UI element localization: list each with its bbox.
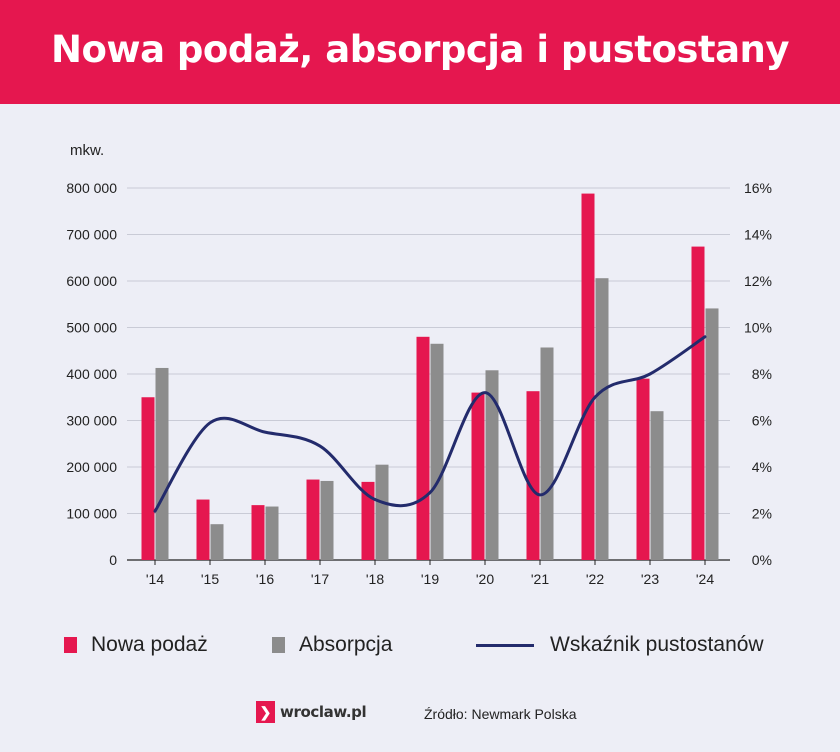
bar-absorption [595,278,609,560]
bar-absorption [320,480,334,560]
bar-absorption [265,506,279,560]
left-tick-label: 100 000 [66,506,117,522]
bar-supply [251,505,265,560]
left-tick-label: 400 000 [66,366,117,382]
x-tick-label: '22 [586,571,604,587]
wroclaw-logo: ❯ wroclaw.pl [256,701,367,723]
bar-supply [196,499,210,560]
bar-absorption [155,367,169,560]
legend-swatch-vacancy [476,643,534,647]
vacancy-rate-line [153,335,707,513]
left-tick-label: 500 000 [66,320,117,336]
legend-item-absorption: Absorpcja [272,633,392,657]
page-title: Nowa podaż, absorpcja i pustostany [51,28,790,71]
x-tick-label: '19 [421,571,439,587]
bar-supply [306,479,320,560]
right-tick-label: 14% [744,227,772,243]
legend-label-absorption: Absorpcja [299,633,393,656]
x-tick-label: '18 [366,571,384,587]
left-tick-label: 800 000 [66,180,117,196]
y-axis-unit-label: mkw. [70,142,105,159]
left-tick-label: 300 000 [66,413,117,429]
source-note: Źródło: Newmark Polska [424,706,577,722]
bar-absorption [210,524,224,560]
right-tick-label: 2% [752,506,772,522]
bar-supply [636,378,650,560]
x-tick-label: '16 [256,571,274,587]
legend-item-supply: Nowa podaż [64,633,208,657]
bar-supply [581,193,595,560]
bar-absorption [650,411,664,560]
right-tick-label: 0% [752,552,772,568]
right-tick-label: 16% [744,180,772,196]
right-tick-label: 12% [744,273,772,289]
left-tick-label: 600 000 [66,273,117,289]
header-banner [0,0,840,104]
left-tick-label: 200 000 [66,459,117,475]
x-tick-label: '24 [696,571,714,587]
bar-supply [361,481,375,560]
bar-supply [471,392,485,560]
bar-supply [141,397,155,560]
bar-absorption [485,370,499,560]
x-tick-label: '14 [146,571,164,587]
left-tick-label: 0 [109,552,117,568]
legend-swatch-absorption [272,637,285,653]
right-tick-label: 8% [752,366,772,382]
bar-absorption [540,347,554,560]
right-tick-label: 6% [752,413,772,429]
legend-label-supply: Nowa podaż [91,633,208,656]
legend-swatch-supply [64,637,77,653]
right-tick-label: 4% [752,459,772,475]
x-tick-label: '20 [476,571,494,587]
chevron-right-icon: ❯ [256,701,275,723]
bar-absorption [705,308,719,560]
logo-text: wroclaw.pl [280,703,367,721]
right-tick-label: 10% [744,320,772,336]
bar-supply [416,336,430,560]
bar-supply [526,391,540,560]
x-tick-label: '17 [311,571,329,587]
bar-absorption [430,343,444,560]
bar-supply [691,246,705,560]
x-tick-label: '15 [201,571,219,587]
x-tick-label: '23 [641,571,659,587]
legend-item-vacancy: Wskaźnik pustostanów [476,633,764,657]
left-tick-label: 700 000 [66,227,117,243]
x-tick-label: '21 [531,571,549,587]
legend-label-vacancy: Wskaźnik pustostanów [550,633,764,656]
bar-absorption [375,464,389,560]
chart-legend: Nowa podaż Absorpcja Wskaźnik pustostanó… [0,633,840,663]
